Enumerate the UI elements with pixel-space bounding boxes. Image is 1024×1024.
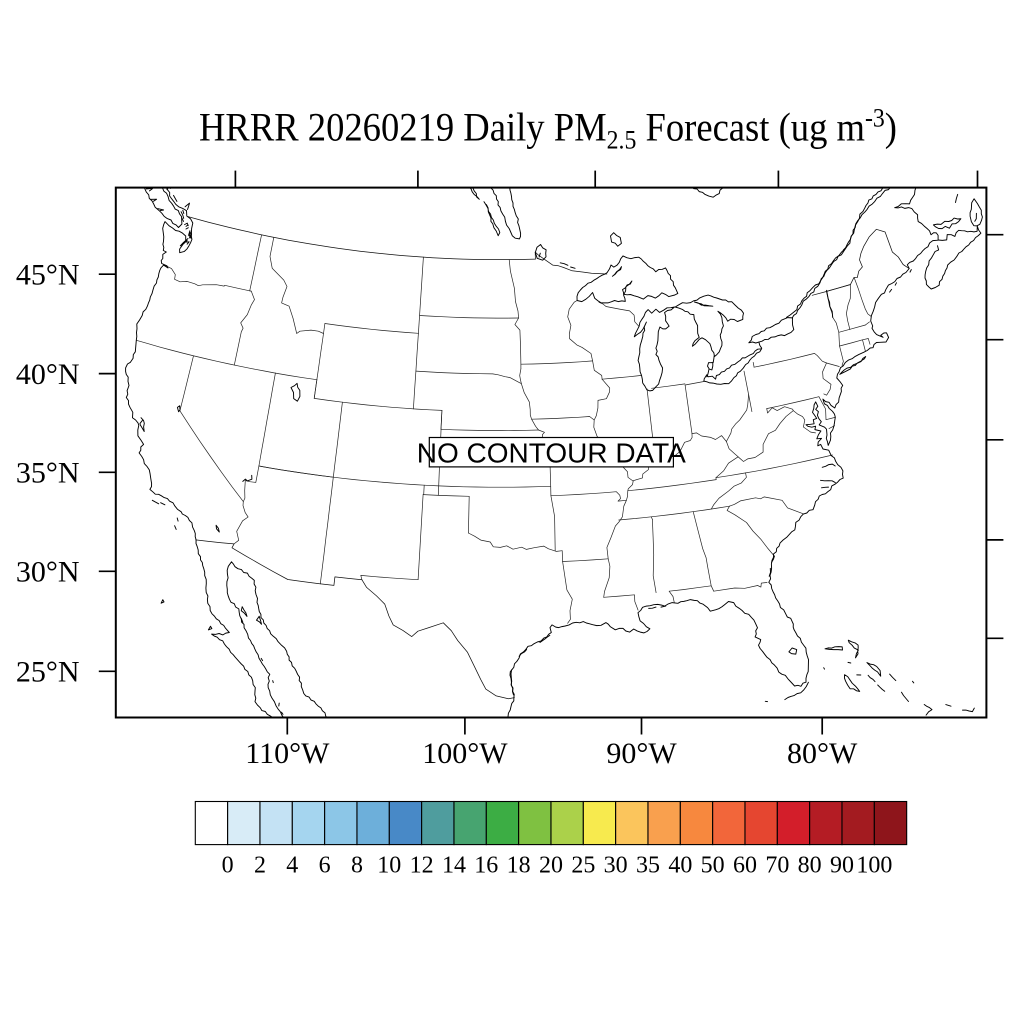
- svg-text:45°N: 45°N: [16, 258, 80, 291]
- svg-text:70: 70: [765, 853, 789, 879]
- svg-text:80: 80: [798, 853, 822, 879]
- svg-text:25: 25: [571, 853, 595, 879]
- svg-text:60: 60: [733, 853, 757, 879]
- svg-text:14: 14: [442, 853, 466, 879]
- svg-text:100: 100: [856, 853, 892, 879]
- svg-text:20: 20: [539, 853, 563, 879]
- svg-text:25°N: 25°N: [16, 656, 80, 689]
- svg-text:4: 4: [286, 853, 298, 879]
- svg-text:6: 6: [319, 853, 331, 879]
- svg-text:0: 0: [222, 853, 234, 879]
- svg-text:40: 40: [668, 853, 692, 879]
- svg-text:35: 35: [636, 853, 660, 879]
- svg-text:12: 12: [410, 853, 434, 879]
- svg-text:10: 10: [377, 853, 401, 879]
- svg-text:90: 90: [830, 853, 854, 879]
- svg-text:30°N: 30°N: [16, 556, 80, 589]
- svg-text:50: 50: [701, 853, 725, 879]
- svg-text:40°N: 40°N: [16, 358, 80, 391]
- svg-text:110°W: 110°W: [245, 737, 330, 770]
- svg-text:HRRR 20260219 Daily PM2.5 Fore: HRRR 20260219 Daily PM2.5 Forecast (ug m…: [199, 105, 897, 155]
- svg-text:NO CONTOUR DATA: NO CONTOUR DATA: [417, 437, 686, 468]
- svg-text:35°N: 35°N: [16, 457, 80, 490]
- svg-text:16: 16: [474, 853, 498, 879]
- svg-text:8: 8: [351, 853, 363, 879]
- svg-text:100°W: 100°W: [422, 737, 508, 770]
- svg-text:80°W: 80°W: [787, 737, 858, 770]
- svg-text:90°W: 90°W: [606, 737, 677, 770]
- svg-text:18: 18: [507, 853, 531, 879]
- svg-text:30: 30: [604, 853, 628, 879]
- svg-text:2: 2: [254, 853, 266, 879]
